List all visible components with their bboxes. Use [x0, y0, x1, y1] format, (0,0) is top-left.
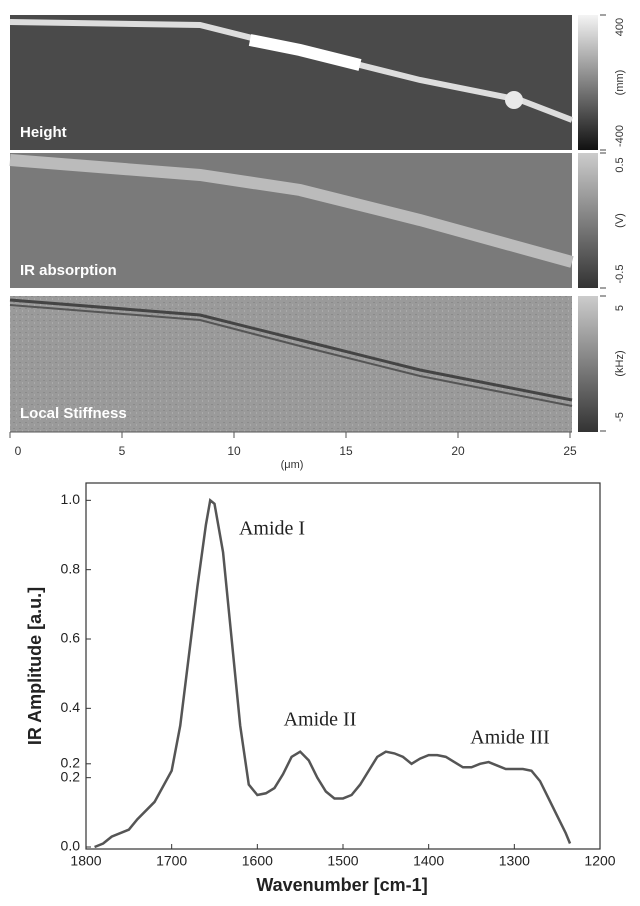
panel-label: Local Stiffness [20, 405, 127, 422]
colorbar-tick-label: -400 [614, 125, 626, 147]
annotation: Amide I [239, 518, 305, 540]
x-tick-label: 0 [15, 444, 22, 458]
y-axis-title: IR Amplitude [a.u.] [25, 587, 45, 745]
x-tick-label: 15 [339, 444, 353, 458]
height-image [9, 15, 574, 150]
colorbar-unit: (kHz) [614, 350, 626, 376]
y-tick-label: 0.6 [61, 630, 81, 646]
x-tick-label: 20 [451, 444, 465, 458]
plot-frame [85, 482, 601, 850]
x-tick-label: 1500 [327, 853, 358, 869]
panel-label: Height [20, 124, 67, 141]
x-tick-label: 25 [563, 444, 577, 458]
x-tick-label: 1700 [156, 853, 187, 869]
y-tick-label: 0.8 [61, 560, 81, 576]
colorbar-tick-label: 5 [614, 305, 626, 311]
x-tick-label: 5 [119, 444, 126, 458]
colorbar-tick-label: 400 [614, 18, 626, 36]
colorbar [578, 153, 598, 288]
panel-label: IR absorption [20, 262, 117, 279]
spectrum-line [94, 498, 572, 849]
x-tick-label: 1800 [70, 853, 101, 869]
colorbar-unit: (mm) [614, 70, 626, 96]
annotation: Amide III [470, 727, 549, 749]
x-tick-label: 1600 [242, 853, 273, 869]
colorbar-tick-label: -0.5 [614, 265, 626, 284]
x-axis-title: Wavenumber [cm-1] [256, 875, 427, 895]
y-tick-label: 0.2 [61, 768, 81, 784]
ir-image [9, 153, 574, 288]
y-tick-label: 1.0 [61, 491, 81, 507]
x-tick-label: 1300 [499, 853, 530, 869]
y-tick-label: 0.2 [61, 755, 81, 771]
x-axis-label: (μm) [281, 459, 304, 471]
colorbar-tick-label: 0.5 [614, 157, 626, 172]
y-tick-label: 0.0 [61, 838, 81, 854]
colorbar [578, 15, 598, 150]
x-tick-label: 1200 [584, 853, 615, 869]
colorbar-tick-label: -5 [614, 412, 626, 422]
stiffness-image [9, 296, 573, 432]
colorbar-unit: (V) [614, 213, 626, 228]
colorbar [578, 296, 598, 432]
x-tick-label: 1400 [413, 853, 444, 869]
y-tick-label: 0.4 [61, 699, 81, 715]
x-tick-label: 10 [227, 444, 241, 458]
annotation: Amide II [284, 709, 357, 731]
